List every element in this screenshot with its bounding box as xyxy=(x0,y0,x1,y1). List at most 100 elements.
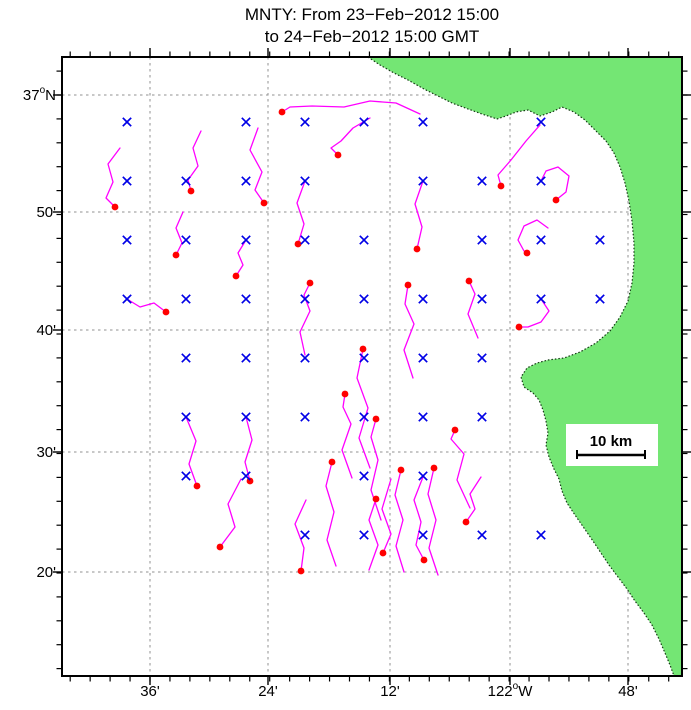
trajectory-end-dot xyxy=(404,281,412,289)
scalebar-background xyxy=(566,424,658,466)
drifter-grid-marker xyxy=(418,471,428,481)
trajectory-end-dot xyxy=(216,543,224,551)
drifter-trajectory xyxy=(465,476,482,523)
drifter-trajectory xyxy=(219,478,242,548)
drifter-trajectory xyxy=(450,429,471,509)
drifter-grid-marker xyxy=(241,176,251,186)
drifter-grid-marker xyxy=(418,353,428,363)
drifter-grid-marker xyxy=(359,235,369,245)
drifter-grid-marker xyxy=(595,294,605,304)
drifter-trajectory xyxy=(370,418,382,521)
drifter-grid-marker xyxy=(536,235,546,245)
drifter-grid-marker xyxy=(418,176,428,186)
trajectory-end-dot xyxy=(515,323,523,331)
trajectory-end-dot xyxy=(294,240,302,248)
drifter-trajectory xyxy=(368,498,379,571)
drifter-grid-marker xyxy=(418,117,428,127)
y-axis-tick-label: 30' xyxy=(36,444,56,461)
figure-title-line2: to 24−Feb−2012 15:00 GMT xyxy=(265,27,480,46)
trajectory-end-dot xyxy=(172,251,180,259)
map-frame xyxy=(61,56,683,677)
drifter-trajectory xyxy=(403,284,415,379)
drifter-grid-marker xyxy=(241,353,251,363)
trajectory-end-dot xyxy=(306,279,314,287)
trajectory-end-dot xyxy=(497,182,505,190)
trajectory-end-dot xyxy=(451,426,459,434)
trajectory-end-dot xyxy=(297,567,305,575)
drifter-grid-marker xyxy=(241,117,251,127)
drifter-trajectory xyxy=(540,166,570,201)
drifter-grid-marker xyxy=(181,353,191,363)
drifter-trajectory xyxy=(187,130,202,192)
drifter-trajectory xyxy=(330,117,371,156)
trajectory-end-dot xyxy=(193,482,201,490)
trajectory-end-dot xyxy=(372,495,380,503)
drifter-grid-marker xyxy=(359,471,369,481)
drifter-grid-marker xyxy=(122,235,132,245)
trajectory-end-dot xyxy=(523,249,531,257)
trajectory-end-dot xyxy=(465,277,473,285)
drifter-trajectory xyxy=(427,467,439,576)
drifter-grid-marker xyxy=(181,471,191,481)
trajectory-end-dot xyxy=(232,272,240,280)
drifter-grid-marker xyxy=(477,176,487,186)
drifter-grid-marker xyxy=(359,294,369,304)
drifter-trajectory xyxy=(381,478,392,554)
drifter-grid-marker xyxy=(300,530,310,540)
drifter-grid-marker xyxy=(241,294,251,304)
trajectory-end-dot xyxy=(372,415,380,423)
trajectory-end-dot xyxy=(341,390,349,398)
x-axis-tick-label: 24' xyxy=(258,683,278,700)
x-axis-tick-label: 122oW xyxy=(488,681,534,700)
drifter-grid-marker xyxy=(418,294,428,304)
drifter-grid-marker xyxy=(122,294,132,304)
trajectory-end-dot xyxy=(162,308,170,316)
x-axis-tick-label: 12' xyxy=(380,683,400,700)
drifter-grid-marker xyxy=(477,294,487,304)
trajectory-end-dot xyxy=(260,199,268,207)
trajectory-end-dot xyxy=(328,458,336,466)
trajectory-end-dot xyxy=(413,245,421,253)
drifter-trajectory xyxy=(414,180,424,250)
trajectory-end-dot xyxy=(462,518,470,526)
drifter-trajectory xyxy=(394,469,405,573)
drifter-grid-marker xyxy=(536,294,546,304)
drifter-grid-marker xyxy=(359,117,369,127)
trajectory-end-dot xyxy=(379,549,387,557)
drifter-grid-marker xyxy=(181,294,191,304)
trajectory-end-dot xyxy=(334,151,342,159)
drifter-grid-marker xyxy=(300,176,310,186)
drifter-grid-marker xyxy=(536,117,546,127)
drifter-trajectory xyxy=(518,298,550,328)
drifter-grid-marker xyxy=(300,117,310,127)
drifter-grid-marker xyxy=(536,176,546,186)
drifter-grid-marker xyxy=(359,353,369,363)
drifter-grid-marker xyxy=(418,412,428,422)
y-axis-tick-label: 50' xyxy=(36,204,56,221)
drifter-grid-marker xyxy=(477,353,487,363)
drifter-trajectory xyxy=(185,416,198,487)
drifter-trajectory xyxy=(325,461,337,567)
trajectory-end-dot xyxy=(278,108,286,116)
trajectory-end-dot xyxy=(552,196,560,204)
drifter-grid-marker xyxy=(181,412,191,422)
drifter-trajectory xyxy=(497,124,541,187)
drifter-trajectory xyxy=(294,499,307,572)
drifter-grid-marker xyxy=(536,530,546,540)
drifter-trajectory xyxy=(467,280,479,339)
drifter-grid-marker xyxy=(359,412,369,422)
figure-title-line1: MNTY: From 23−Feb−2012 15:00 xyxy=(245,5,499,24)
y-axis-tick-label: 20' xyxy=(36,564,56,581)
drifter-trajectory xyxy=(296,180,306,245)
drifter-grid-marker xyxy=(122,117,132,127)
drifter-grid-marker xyxy=(241,471,251,481)
trajectory-end-dot xyxy=(111,203,119,211)
land-polygon xyxy=(366,56,683,677)
drifter-grid-marker xyxy=(595,235,605,245)
drifter-trajectory xyxy=(356,348,371,469)
trajectory-end-dot xyxy=(359,345,367,353)
drifter-grid-marker xyxy=(241,412,251,422)
trajectory-end-dot xyxy=(430,464,438,472)
